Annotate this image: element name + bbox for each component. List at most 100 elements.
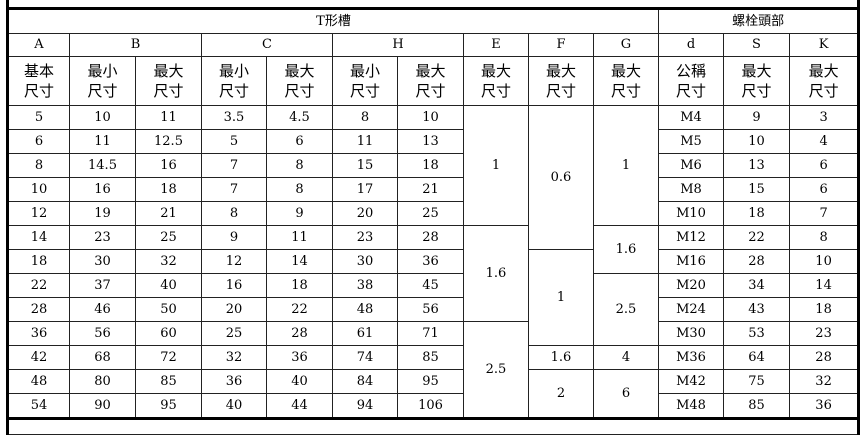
dimension-letter: G [593, 33, 659, 57]
table-cell: 84 [332, 369, 398, 394]
table-cell: 61 [332, 321, 398, 346]
table-cell: 95 [135, 393, 202, 419]
table-cell: 34 [723, 273, 790, 298]
subheader-line: 尺寸 [808, 82, 839, 100]
table-cell: 18 [788, 297, 860, 322]
subheader-line: 尺寸 [675, 82, 706, 100]
table-cell: 11 [69, 129, 136, 154]
subheader-cell: 最大 尺寸 [135, 56, 202, 106]
table-cell: 44 [266, 393, 333, 419]
table-cell: 60 [135, 321, 202, 346]
table-cell: 28 [788, 345, 860, 370]
table-cell: 7 [201, 177, 267, 202]
subheader-line: 尺寸 [415, 82, 446, 100]
table-cell: 13 [723, 153, 790, 178]
table-cell: 6 [788, 153, 860, 178]
table-cell: 1.6 [528, 345, 594, 370]
table-cell: 8 [266, 153, 333, 178]
dimension-letter: B [69, 33, 202, 57]
subheader-cell: 最小 尺寸 [69, 56, 136, 106]
subheader-row: 基本 尺寸 最小 尺寸 最大 尺寸 最小 尺寸 最大 尺寸 最小 尺寸 最大 尺寸 最大 尺寸 最大 尺寸 最大 尺寸… [7, 56, 860, 106]
table-cell: 22 [723, 225, 790, 250]
table-cell: 2.5 [593, 273, 659, 346]
table-cell: M4 [658, 105, 724, 130]
table-cell: M24 [658, 297, 724, 322]
bottom-strip [6, 417, 860, 435]
table-cell: 42 [7, 345, 70, 370]
table-cell: 11 [135, 105, 202, 130]
table-cell: 0.6 [528, 105, 594, 250]
subheader-line: 尺寸 [545, 82, 576, 100]
table-cell: 4 [593, 345, 659, 370]
subheader-line: 基本 [23, 62, 54, 80]
table-cell: 28 [397, 225, 464, 250]
table-cell: 11 [266, 225, 333, 250]
table-row: 54 90 95 40 44 94 106 M48 85 36 [7, 393, 860, 419]
table-cell: 6 [266, 129, 333, 154]
subheader-line: 尺寸 [480, 82, 511, 100]
table-cell: 10 [788, 249, 860, 274]
table-cell: 56 [397, 297, 464, 322]
table-cell: 17 [332, 177, 398, 202]
table-cell: 45 [397, 273, 464, 298]
subheader-line: 尺寸 [23, 82, 54, 100]
subheader-line: 尺寸 [349, 82, 380, 100]
table-cell: 68 [69, 345, 136, 370]
dimension-letter: d [658, 33, 724, 57]
table-cell: 18 [7, 249, 70, 274]
table-cell: 2.5 [463, 321, 529, 419]
table-cell: 9 [201, 225, 267, 250]
table-cell: 16 [69, 177, 136, 202]
table-cell: 32 [135, 249, 202, 274]
table-cell: 40 [135, 273, 202, 298]
table-cell: 20 [201, 297, 267, 322]
subheader-line: 最大 [741, 62, 772, 80]
table-cell: 28 [266, 321, 333, 346]
table-cell: 10 [397, 105, 464, 130]
table-row: 5 10 11 3.5 4.5 8 10 1 0.6 1 M4 9 3 [7, 105, 860, 250]
table-cell: 43 [723, 297, 790, 322]
table-cell: 6 [788, 177, 860, 202]
table-cell: 25 [397, 201, 464, 226]
table-cell: 75 [723, 369, 790, 394]
table-cell: M6 [658, 153, 724, 178]
group-header-row: T形槽 螺栓頭部 [7, 8, 860, 34]
table-cell: 8 [788, 225, 860, 250]
subheader-cell: 公稱 尺寸 [658, 56, 724, 106]
table-cell: 18 [723, 201, 790, 226]
table-cell: 48 [332, 297, 398, 322]
subheader-line: 最小 [218, 62, 249, 80]
table-cell: 50 [135, 297, 202, 322]
subheader-line: 最大 [545, 62, 576, 80]
table-cell: 23 [332, 225, 398, 250]
table-cell: 72 [135, 345, 202, 370]
top-strip-row [6, 0, 860, 10]
table-cell: 85 [135, 369, 202, 394]
table-cell: 1 [463, 105, 529, 226]
table-row: 48 80 85 36 40 84 95 2 6 M42 75 32 [7, 369, 860, 419]
table-cell: 12 [201, 249, 267, 274]
subheader-line: 最大 [808, 62, 839, 80]
subheader-cell: 基本 尺寸 [7, 56, 70, 106]
table-cell: 8 [332, 105, 398, 130]
table-cell: 32 [201, 345, 267, 370]
subheader-line: 尺寸 [741, 82, 772, 100]
dimension-letter: H [332, 33, 464, 57]
table-cell: 20 [332, 201, 398, 226]
table-cell: 37 [69, 273, 136, 298]
subheader-line: 最大 [284, 62, 315, 80]
table-cell: 2 [528, 369, 594, 419]
table-row: 18 30 32 12 14 30 36 1 M16 28 10 [7, 249, 860, 346]
table-cell: 14 [788, 273, 860, 298]
table-cell: 106 [397, 393, 464, 419]
subheader-cell: 最大 尺寸 [723, 56, 790, 106]
table-cell: 36 [201, 369, 267, 394]
subheader-cell: 最大 尺寸 [463, 56, 529, 106]
table-cell: 85 [397, 345, 464, 370]
table-cell: 40 [266, 369, 333, 394]
table-cell: 94 [332, 393, 398, 419]
table-cell: 6 [593, 369, 659, 419]
table-cell: 18 [397, 153, 464, 178]
table-cell: 95 [397, 369, 464, 394]
